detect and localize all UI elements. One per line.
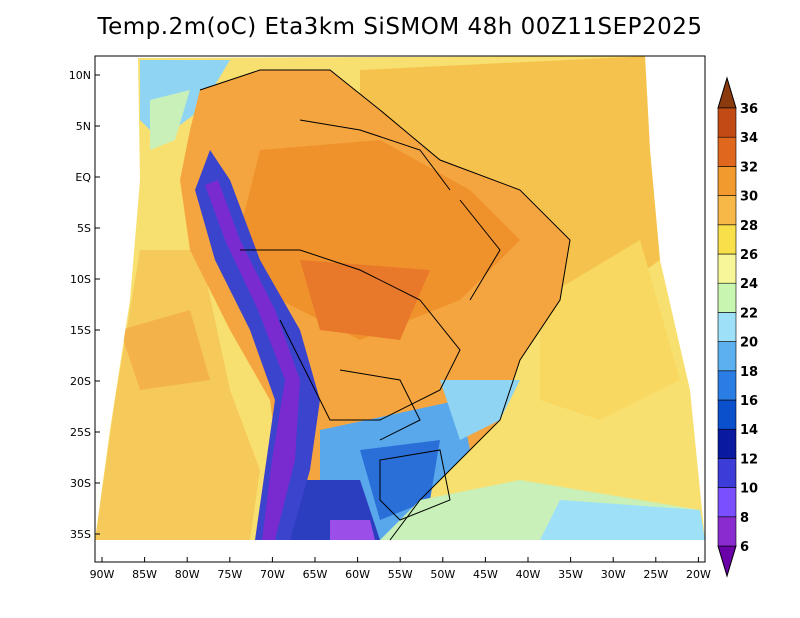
colorbar-top-arrow: [717, 76, 737, 109]
colorbar: 6 8 10 12 14 16 18 20 22 24 26 28 30 32 34 36: [717, 76, 758, 578]
colorbar-bin: [717, 428, 737, 459]
temperature-field: [95, 56, 705, 540]
lon-tick-label: 50W: [430, 568, 455, 581]
colorbar-bin: [717, 399, 737, 430]
lon-tick-label: 55W: [388, 568, 413, 581]
lon-tick-label: 90W: [90, 568, 115, 581]
colorbar-bin: [717, 516, 737, 547]
lat-tick-label: 5N: [76, 120, 91, 133]
colorbar-label: 24: [740, 277, 758, 292]
latitude-axis: 10N 5N EQ 5S 10S 15S 20S 25S 30S 35S: [69, 69, 100, 541]
colorbar-bin: [717, 458, 737, 488]
lon-tick-label: 40W: [516, 568, 541, 581]
lon-tick-label: 85W: [132, 568, 157, 581]
lon-tick-label: 70W: [260, 568, 285, 581]
colorbar-label: 16: [740, 394, 758, 409]
colorbar-label: 26: [740, 248, 758, 263]
colorbar-bin: [717, 136, 737, 167]
colorbar-label: 32: [740, 160, 758, 175]
lat-tick-label: 25S: [70, 426, 91, 439]
chart-title: Temp.2m(oC) Eta3km SiSMOM 48h 00Z11SEP20…: [97, 14, 703, 40]
lat-tick-label: 15S: [70, 324, 91, 337]
lon-tick-label: 60W: [345, 568, 370, 581]
lat-tick-label: 10N: [69, 69, 91, 82]
colorbar-bin: [717, 224, 737, 255]
colorbar-label: 20: [740, 336, 758, 351]
colorbar-bin: [717, 487, 737, 518]
lat-tick-label: 35S: [70, 528, 91, 541]
country-borders: [199, 69, 571, 541]
colorbar-label: 18: [740, 365, 758, 380]
colorbar-bin: [717, 312, 737, 342]
longitude-axis: 90W 85W 80W 75W 70W 65W 60W 55W 50W 45W 40W 35W 30W 2…: [90, 557, 711, 581]
colorbar-label: 14: [740, 423, 758, 438]
colorbar-label: 6: [740, 540, 749, 555]
colorbar-label: 8: [740, 511, 749, 526]
colorbar-bin: [717, 253, 737, 284]
colorbar-label: 36: [740, 102, 758, 117]
colorbar-bin: [717, 370, 737, 401]
colorbar-label: 34: [740, 131, 758, 146]
colorbar-label: 12: [740, 452, 758, 467]
colorbar-bottom-arrow: [717, 545, 737, 578]
colorbar-bin: [717, 107, 737, 138]
lon-tick-label: 25W: [643, 568, 668, 581]
colorbar-label: 28: [740, 219, 758, 234]
lon-tick-label: 35W: [558, 568, 583, 581]
colorbar-bin: [717, 341, 737, 372]
colorbar-label: 30: [740, 190, 758, 205]
lat-tick-label: 5S: [77, 222, 91, 235]
lat-tick-label: 30S: [70, 477, 91, 490]
lon-tick-label: 80W: [175, 568, 200, 581]
colorbar-label: 10: [740, 482, 758, 497]
colorbar-bin: [717, 282, 737, 313]
lat-tick-label: EQ: [75, 171, 91, 184]
lon-tick-label: 30W: [601, 568, 626, 581]
lon-tick-label: 45W: [473, 568, 498, 581]
colorbar-label: 22: [740, 306, 758, 321]
lat-tick-label: 20S: [70, 375, 91, 388]
colorbar-bin: [717, 195, 737, 226]
colorbar-bin: [717, 166, 737, 196]
lat-tick-label: 10S: [70, 273, 91, 286]
lon-tick-label: 20W: [686, 568, 711, 581]
lon-tick-label: 75W: [217, 568, 242, 581]
lon-tick-label: 65W: [303, 568, 328, 581]
